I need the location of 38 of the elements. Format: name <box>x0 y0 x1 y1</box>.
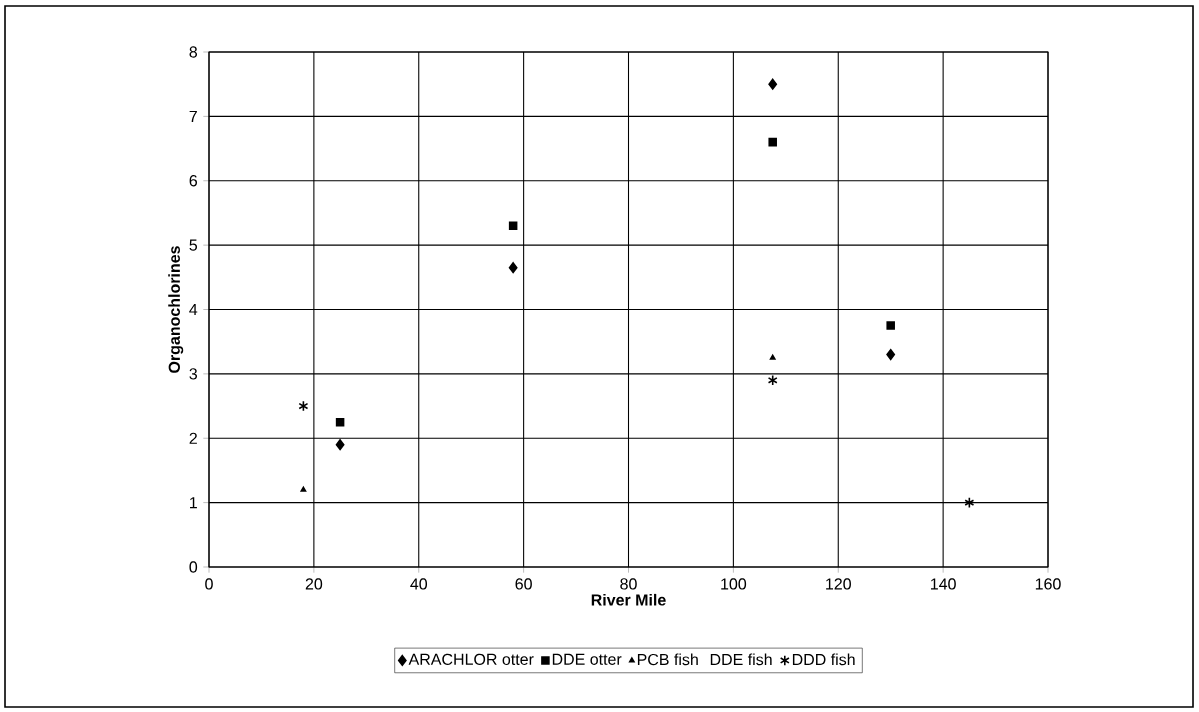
point <box>335 439 345 451</box>
x-tick-label: 40 <box>410 578 428 590</box>
x-tick-label: 80 <box>620 578 637 590</box>
y-tick-label: 7 <box>189 110 197 122</box>
point <box>767 374 778 386</box>
y-tick-label: 8 <box>189 46 198 58</box>
y-tick-label: 2 <box>189 432 197 444</box>
y-axis-title: Organochlorines <box>168 246 184 373</box>
legend-label: DDD fish <box>792 653 855 666</box>
y-tick-label: 1 <box>190 497 197 509</box>
y-tick-label: 6 <box>189 175 198 187</box>
legend-label: PCB fish <box>637 653 698 666</box>
x-tick-label: 160 <box>1035 578 1061 590</box>
y-tick-label: 4 <box>189 304 198 315</box>
legend-label: DDE fish <box>710 653 772 666</box>
x-tick-label: 60 <box>515 578 532 590</box>
point <box>886 348 896 361</box>
y-tick-label: 3 <box>189 368 198 380</box>
x-tick-label: 120 <box>826 578 851 590</box>
point <box>768 137 777 147</box>
point <box>300 486 307 492</box>
x-tick-label: 140 <box>931 578 956 590</box>
point <box>964 497 975 509</box>
point <box>769 354 776 360</box>
point <box>768 78 778 90</box>
y-tick-label: 0 <box>189 561 198 573</box>
x-axis-title: River Mile <box>591 593 666 606</box>
x-tick-label: 0 <box>205 578 213 590</box>
x-tick-label: 100 <box>721 578 747 590</box>
point <box>508 262 518 274</box>
x-tick-label: 20 <box>305 578 323 590</box>
point <box>886 321 895 330</box>
y-tick-label: 5 <box>189 239 198 251</box>
point <box>298 400 309 412</box>
point <box>508 221 518 231</box>
legend-label: DDE otter <box>552 653 622 665</box>
legend-label: ARACHLOR otter <box>408 653 534 665</box>
point <box>335 417 345 427</box>
